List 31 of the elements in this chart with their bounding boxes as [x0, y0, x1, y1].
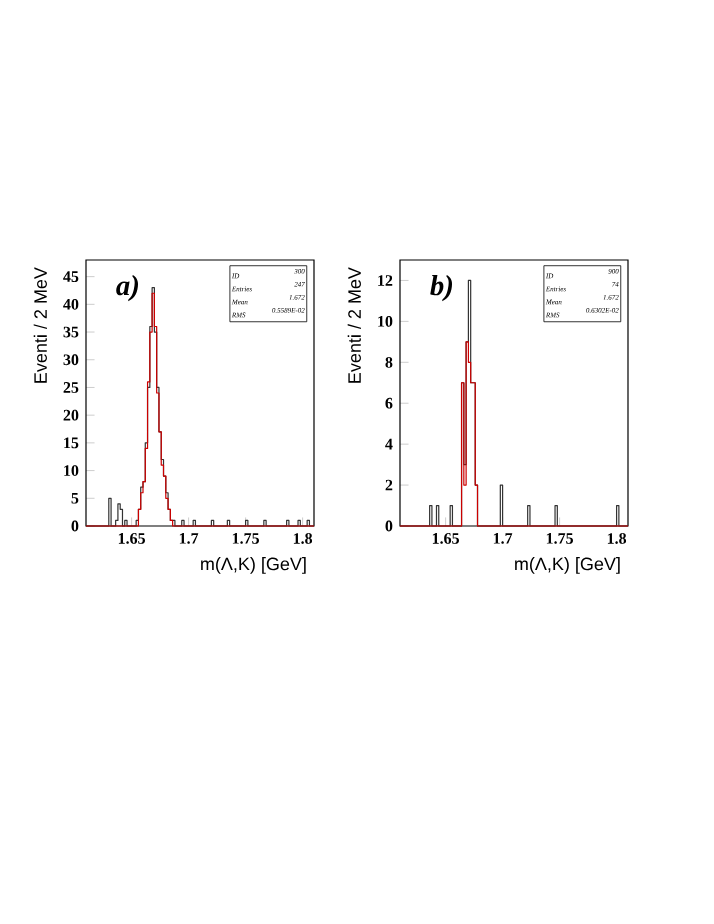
- y-tick-label: 5: [71, 492, 79, 504]
- y-tick-label: 35: [63, 326, 79, 338]
- x-axis-title: m(Λ,K) [GeV]: [201, 557, 306, 574]
- y-tick-label: 0: [385, 520, 393, 532]
- y-tick-label: 15: [64, 437, 79, 449]
- chart-title: a): [116, 275, 139, 302]
- y-tick-label: 6: [385, 397, 393, 409]
- x-tick-label: 1.7: [179, 533, 199, 544]
- x-tick-label: 1.8: [293, 533, 313, 544]
- x-tick-label: 1.75: [232, 533, 259, 544]
- y-axis-title: Eventi / 2 MeV: [347, 267, 361, 383]
- y-tick-label: 40: [63, 298, 79, 310]
- y-tick-label: 8: [385, 356, 393, 368]
- x-tick-label: 1.8: [607, 533, 627, 544]
- y-tick-label: 0: [71, 520, 79, 532]
- y-tick-label: 20: [63, 409, 79, 421]
- x-tick-label: 1.65: [118, 533, 145, 544]
- y-tick-label: 4: [385, 438, 393, 450]
- x-tick-label: 1.7: [493, 533, 513, 544]
- y-tick-label: 30: [63, 354, 79, 366]
- y-tick-label: 12: [378, 275, 393, 286]
- chart-title: b): [430, 275, 453, 302]
- y-tick-label: 10: [64, 465, 79, 476]
- x-tick-label: 1.65: [432, 533, 459, 544]
- y-tick-label: 25: [63, 382, 79, 393]
- x-tick-label: 1.75: [546, 533, 573, 544]
- y-tick-label: 10: [378, 315, 393, 327]
- y-tick-label: 2: [385, 479, 393, 491]
- x-axis-title: m(Λ,K) [GeV]: [515, 557, 620, 574]
- y-axis-title: Eventi / 2 MeV: [33, 267, 47, 383]
- y-tick-label: 45: [63, 271, 79, 282]
